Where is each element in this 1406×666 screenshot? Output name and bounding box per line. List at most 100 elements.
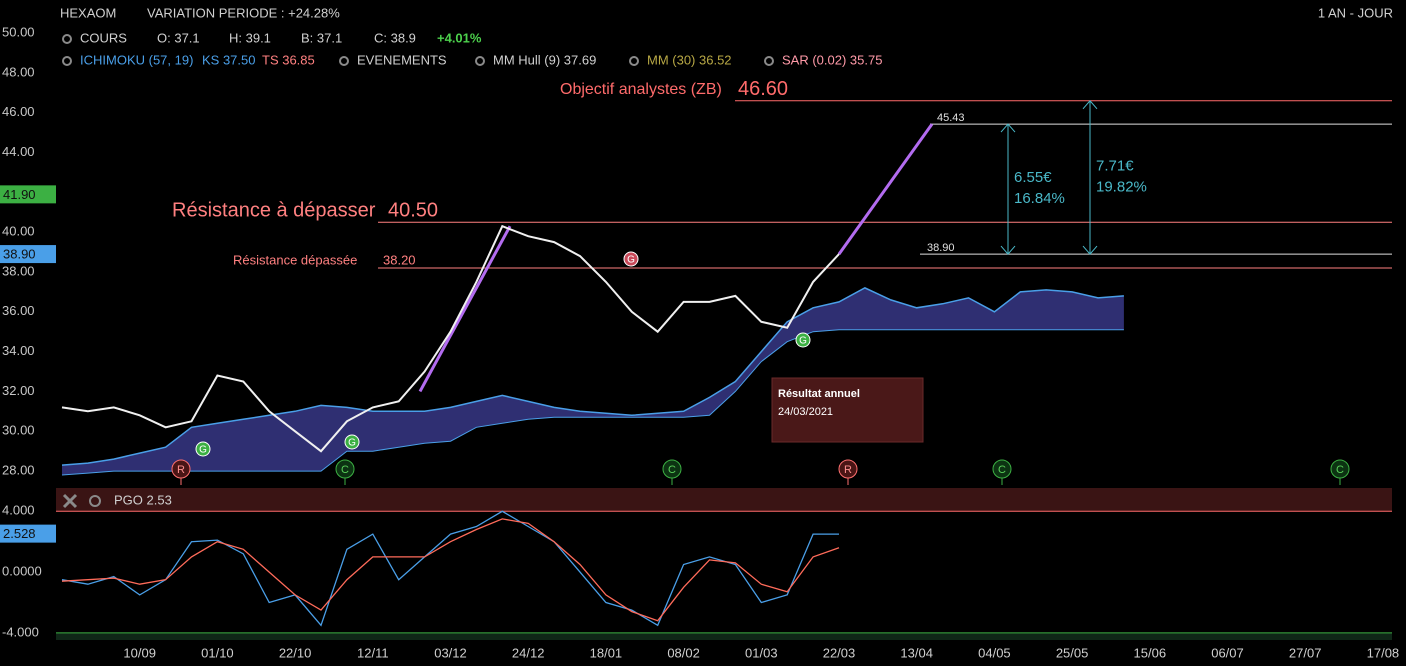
settings-icon[interactable] [475, 56, 485, 66]
y-tick-label: 32.00 [2, 383, 35, 398]
x-tick-label: 25/05 [1056, 645, 1089, 660]
y-tick-label: 44.00 [2, 144, 35, 159]
mm30: MM (30) 36.52 [647, 52, 732, 67]
y-tick-label: 34.00 [2, 343, 35, 358]
event-label: R [844, 464, 852, 476]
event-label: C [1336, 464, 1344, 476]
x-tick-label: 01/03 [745, 645, 778, 660]
header: HEXAOM VARIATION PERIODE : +24.28% 1 AN … [60, 5, 1393, 67]
y-tick-label: 0.0000 [2, 563, 42, 578]
settings-icon[interactable] [62, 34, 72, 44]
price-tag-label: 2.528 [3, 526, 36, 541]
signal-label: G [799, 336, 807, 347]
low: B: 37.1 [301, 30, 342, 45]
close: C: 38.9 [374, 30, 416, 45]
y-tick-label: 38.00 [2, 263, 35, 278]
settings-icon[interactable] [89, 495, 101, 507]
x-tick-label: 24/12 [512, 645, 545, 660]
level-text: Résistance dépassée [233, 252, 357, 267]
y-tick-label: 46.00 [2, 104, 35, 119]
x-tick-label: 12/11 [357, 645, 389, 660]
y-tick-label: 4.000 [2, 503, 35, 518]
series-line [61, 224, 840, 453]
event-marker[interactable] [662, 459, 682, 479]
signal-marker [795, 332, 811, 348]
event-marker[interactable] [838, 459, 858, 479]
settings-icon[interactable] [62, 56, 72, 66]
events-label: EVENEMENTS [357, 52, 447, 67]
series-line [61, 510, 839, 627]
measure-amount: 7.71€ [1096, 157, 1134, 174]
measure-amount: 6.55€ [1014, 169, 1052, 186]
sar: SAR (0.02) 35.75 [782, 52, 882, 67]
x-tick-label: 06/07 [1211, 645, 1244, 660]
y-tick-label: 40.00 [2, 224, 35, 239]
settings-icon[interactable] [764, 56, 774, 66]
level-label: 46.60 [738, 78, 788, 100]
x-tick-label: 17/08 [1367, 645, 1400, 660]
symbol: HEXAOM [60, 5, 116, 20]
x-tick-label: 01/10 [201, 645, 234, 660]
y-tick-label: 48.00 [2, 64, 35, 79]
level-text: Objectif analystes (ZB) [560, 81, 722, 98]
level-label: 40.50 [388, 200, 438, 222]
settings-icon[interactable] [629, 56, 639, 66]
zone [56, 632, 1392, 640]
x-tick-label: 13/04 [900, 645, 933, 660]
cloud-name: ICHIMOKU (57, 19) [80, 52, 193, 67]
x-tick-label: 08/02 [667, 645, 700, 660]
event-label: C [668, 464, 676, 476]
ts: TS 36.85 [262, 52, 315, 67]
y-tick-label: 50.00 [2, 25, 35, 40]
panel-title: PGO 2.53 [114, 492, 172, 507]
y-tick-label: 36.00 [2, 303, 35, 318]
period[interactable]: 1 AN - JOUR [1318, 5, 1393, 20]
signal-label: G [348, 438, 356, 449]
close-icon[interactable] [62, 493, 78, 509]
signal-marker [623, 251, 639, 267]
level-label: 38.20 [383, 252, 416, 267]
signal-label: G [199, 445, 207, 456]
event-label: C [341, 464, 349, 476]
y-tick-label: -4.000 [2, 624, 39, 639]
pgo-header: PGO 2.53 [62, 492, 172, 509]
x-tick-label: 03/12 [434, 645, 467, 660]
level-label: 45.43 [937, 112, 965, 124]
high: H: 39.1 [229, 30, 271, 45]
measure-percent: 16.84% [1014, 190, 1065, 207]
change: +4.01% [437, 30, 482, 45]
projection [418, 225, 512, 393]
x-tick-label: 10/09 [123, 645, 156, 660]
signal-marker [344, 434, 360, 450]
series-line [61, 518, 840, 622]
x-tick-label: 15/06 [1134, 645, 1167, 660]
x-tick-label: 04/05 [978, 645, 1011, 660]
event-marker[interactable] [335, 459, 355, 479]
cloud-lower [61, 329, 1124, 476]
cloud-upper [61, 287, 1124, 466]
x-tick-label: 22/03 [823, 645, 856, 660]
ks: KS 37.50 [202, 52, 256, 67]
signal-marker [195, 441, 211, 457]
y-tick-label: 28.00 [2, 463, 35, 478]
price-tag [0, 524, 56, 543]
open: O: 37.1 [157, 30, 200, 45]
price-tag-label: 38.90 [3, 247, 36, 262]
arrow-head [1082, 245, 1098, 255]
signal-label: G [627, 255, 635, 266]
event-marker[interactable] [1330, 459, 1350, 479]
cloud-fill [62, 287, 1124, 476]
event-marker[interactable] [992, 459, 1012, 479]
event-label: R [177, 464, 185, 476]
settings-icon[interactable] [339, 56, 349, 66]
level-text: Résistance à dépasser [172, 200, 376, 222]
series-name: COURS [80, 30, 127, 45]
price-tag-label: 41.90 [3, 187, 36, 202]
event-marker[interactable] [171, 459, 191, 479]
x-tick-label: 27/07 [1289, 645, 1322, 660]
y-tick-label: 30.00 [2, 423, 35, 438]
price-tag [0, 185, 56, 204]
projection [837, 123, 934, 255]
hull: MM Hull (9) 37.69 [493, 52, 596, 67]
